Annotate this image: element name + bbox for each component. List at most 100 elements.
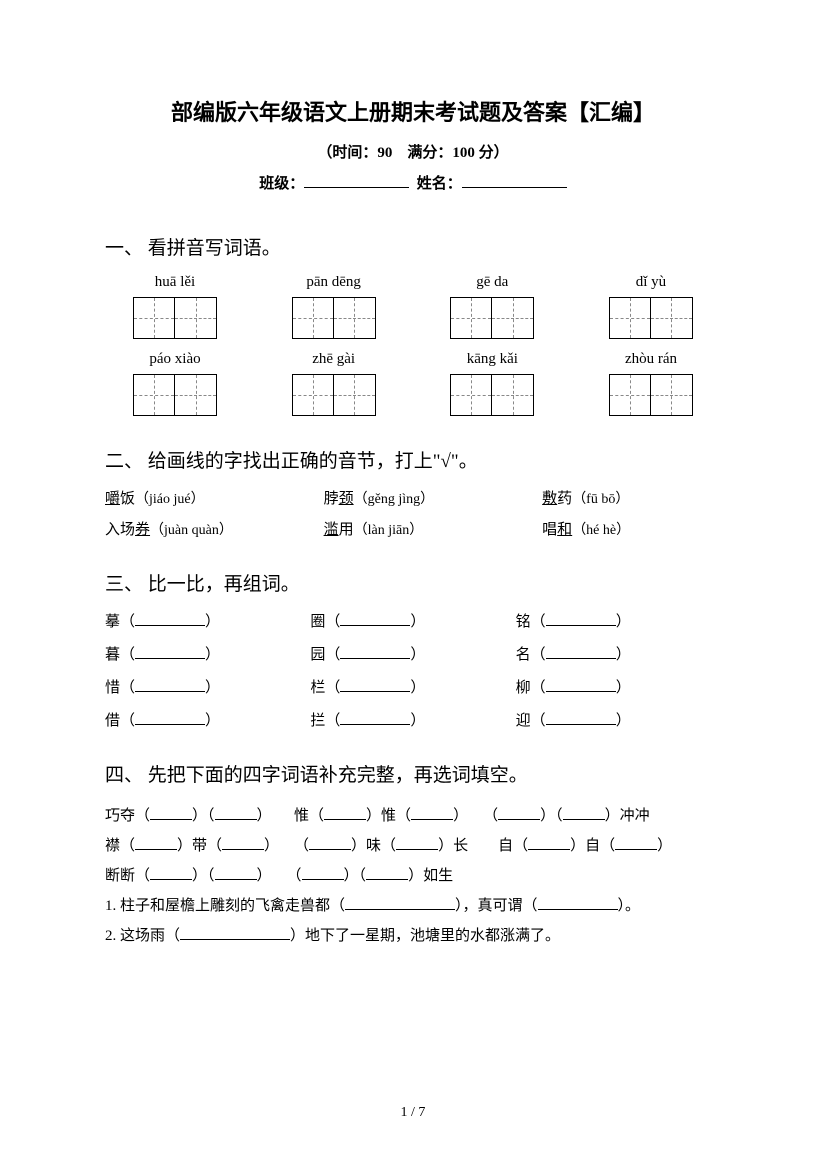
- page-footer: 1 / 7: [0, 1105, 826, 1121]
- q3-item: 迎（）: [516, 709, 721, 730]
- section-2-heading: 二、 给画线的字找出正确的音节，打上"√"。: [105, 446, 721, 473]
- answer-blank[interactable]: [538, 898, 618, 910]
- answer-blank[interactable]: [345, 898, 455, 910]
- char-box[interactable]: [175, 297, 217, 339]
- pinyin-label: pān dēng: [264, 274, 404, 291]
- pinyin-cell: páo xiào: [105, 351, 245, 416]
- char-box[interactable]: [133, 297, 175, 339]
- char-box[interactable]: [492, 374, 534, 416]
- char-box[interactable]: [651, 374, 693, 416]
- q3-item: 摹（）: [105, 610, 310, 631]
- q4-block: 巧夺（）（） 惟（）惟（） （）（）冲冲 襟（）带（） （）味（）长 自（）自（…: [105, 801, 721, 951]
- answer-blank[interactable]: [215, 868, 257, 880]
- answer-blank[interactable]: [563, 808, 605, 820]
- q3-item: 铭（）: [516, 610, 721, 631]
- answer-blank[interactable]: [302, 868, 344, 880]
- pinyin-label: dǐ yù: [581, 274, 721, 291]
- name-label: 姓名：: [417, 176, 462, 192]
- name-blank[interactable]: [462, 174, 567, 188]
- answer-blank[interactable]: [546, 647, 616, 659]
- char-box[interactable]: [609, 297, 651, 339]
- answer-blank[interactable]: [396, 838, 438, 850]
- pinyin-label: zhē gài: [264, 351, 404, 368]
- pinyin-cell: zhē gài: [264, 351, 404, 416]
- answer-blank[interactable]: [411, 808, 453, 820]
- char-box[interactable]: [609, 374, 651, 416]
- section-4-heading: 四、 先把下面的四字词语补充完整，再选词填空。: [105, 760, 721, 787]
- q4-sentence1: 1. 柱子和屋檐上雕刻的飞禽走兽都（），真可谓（）。: [105, 891, 721, 921]
- pinyin-label: kāng kǎi: [422, 351, 562, 368]
- answer-blank[interactable]: [135, 838, 177, 850]
- char-box[interactable]: [292, 374, 334, 416]
- answer-blank[interactable]: [498, 808, 540, 820]
- char-box[interactable]: [175, 374, 217, 416]
- q3-item: 暮（）: [105, 643, 310, 664]
- q2-item: 唱和（hé hè）: [542, 518, 721, 539]
- answer-blank[interactable]: [135, 647, 205, 659]
- answer-blank[interactable]: [546, 614, 616, 626]
- q2-grid: 嚼饭（jiáo jué） 脖颈（gěng jìng） 敷药（fū bō） 入场券…: [105, 487, 721, 539]
- q4-line3: 断断（）（） （）（）如生: [105, 861, 721, 891]
- char-box[interactable]: [292, 297, 334, 339]
- answer-blank[interactable]: [222, 838, 264, 850]
- class-blank[interactable]: [304, 174, 409, 188]
- answer-blank[interactable]: [340, 713, 410, 725]
- pinyin-cell: huā lěi: [105, 274, 245, 339]
- answer-blank[interactable]: [180, 928, 290, 940]
- answer-blank[interactable]: [366, 868, 408, 880]
- section-3-heading: 三、 比一比，再组词。: [105, 569, 721, 596]
- q3-item: 园（）: [310, 643, 515, 664]
- q3-item: 柳（）: [516, 676, 721, 697]
- pinyin-label: páo xiào: [105, 351, 245, 368]
- answer-blank[interactable]: [135, 680, 205, 692]
- q3-item: 名（）: [516, 643, 721, 664]
- answer-blank[interactable]: [309, 838, 351, 850]
- char-box[interactable]: [450, 297, 492, 339]
- char-box[interactable]: [450, 374, 492, 416]
- pinyin-row-1: huā lěi pān dēng gē da dǐ yù: [105, 274, 721, 339]
- q3-item: 借（）: [105, 709, 310, 730]
- pinyin-label: zhòu rán: [581, 351, 721, 368]
- q2-item: 入场券（juàn quàn）: [105, 518, 324, 539]
- answer-blank[interactable]: [340, 680, 410, 692]
- pinyin-cell: kāng kǎi: [422, 351, 562, 416]
- student-info-row: 班级： 姓名：: [105, 172, 721, 193]
- answer-blank[interactable]: [546, 713, 616, 725]
- pinyin-cell: dǐ yù: [581, 274, 721, 339]
- answer-blank[interactable]: [324, 808, 366, 820]
- q3-grid: 摹（） 圈（） 铭（） 暮（） 园（） 名（） 惜（） 栏（） 柳（） 借（） …: [105, 610, 721, 730]
- q3-item: 栏（）: [310, 676, 515, 697]
- section-1-heading: 一、 看拼音写词语。: [105, 233, 721, 260]
- answer-blank[interactable]: [150, 868, 192, 880]
- q2-item: 滥用（làn jiān）: [324, 518, 543, 539]
- answer-blank[interactable]: [135, 713, 205, 725]
- q4-line1: 巧夺（）（） 惟（）惟（） （）（）冲冲: [105, 801, 721, 831]
- q2-item: 敷药（fū bō）: [542, 487, 721, 508]
- q2-item: 嚼饭（jiáo jué）: [105, 487, 324, 508]
- exam-title: 部编版六年级语文上册期末考试题及答案【汇编】: [105, 95, 721, 127]
- char-box[interactable]: [334, 374, 376, 416]
- pinyin-label: gē da: [422, 274, 562, 291]
- class-label: 班级：: [259, 176, 304, 192]
- answer-blank[interactable]: [135, 614, 205, 626]
- char-box[interactable]: [334, 297, 376, 339]
- q2-item: 脖颈（gěng jìng）: [324, 487, 543, 508]
- q3-item: 圈（）: [310, 610, 515, 631]
- answer-blank[interactable]: [340, 614, 410, 626]
- pinyin-cell: zhòu rán: [581, 351, 721, 416]
- answer-blank[interactable]: [215, 808, 257, 820]
- pinyin-cell: gē da: [422, 274, 562, 339]
- char-box[interactable]: [651, 297, 693, 339]
- answer-blank[interactable]: [528, 838, 570, 850]
- char-box[interactable]: [133, 374, 175, 416]
- answer-blank[interactable]: [546, 680, 616, 692]
- answer-blank[interactable]: [340, 647, 410, 659]
- q4-sentence2: 2. 这场雨（）地下了一星期，池塘里的水都涨满了。: [105, 921, 721, 951]
- pinyin-row-2: páo xiào zhē gài kāng kǎi zhòu rán: [105, 351, 721, 416]
- q3-item: 拦（）: [310, 709, 515, 730]
- char-box[interactable]: [492, 297, 534, 339]
- answer-blank[interactable]: [615, 838, 657, 850]
- pinyin-label: huā lěi: [105, 274, 245, 291]
- q4-line2: 襟（）带（） （）味（）长 自（）自（）: [105, 831, 721, 861]
- answer-blank[interactable]: [150, 808, 192, 820]
